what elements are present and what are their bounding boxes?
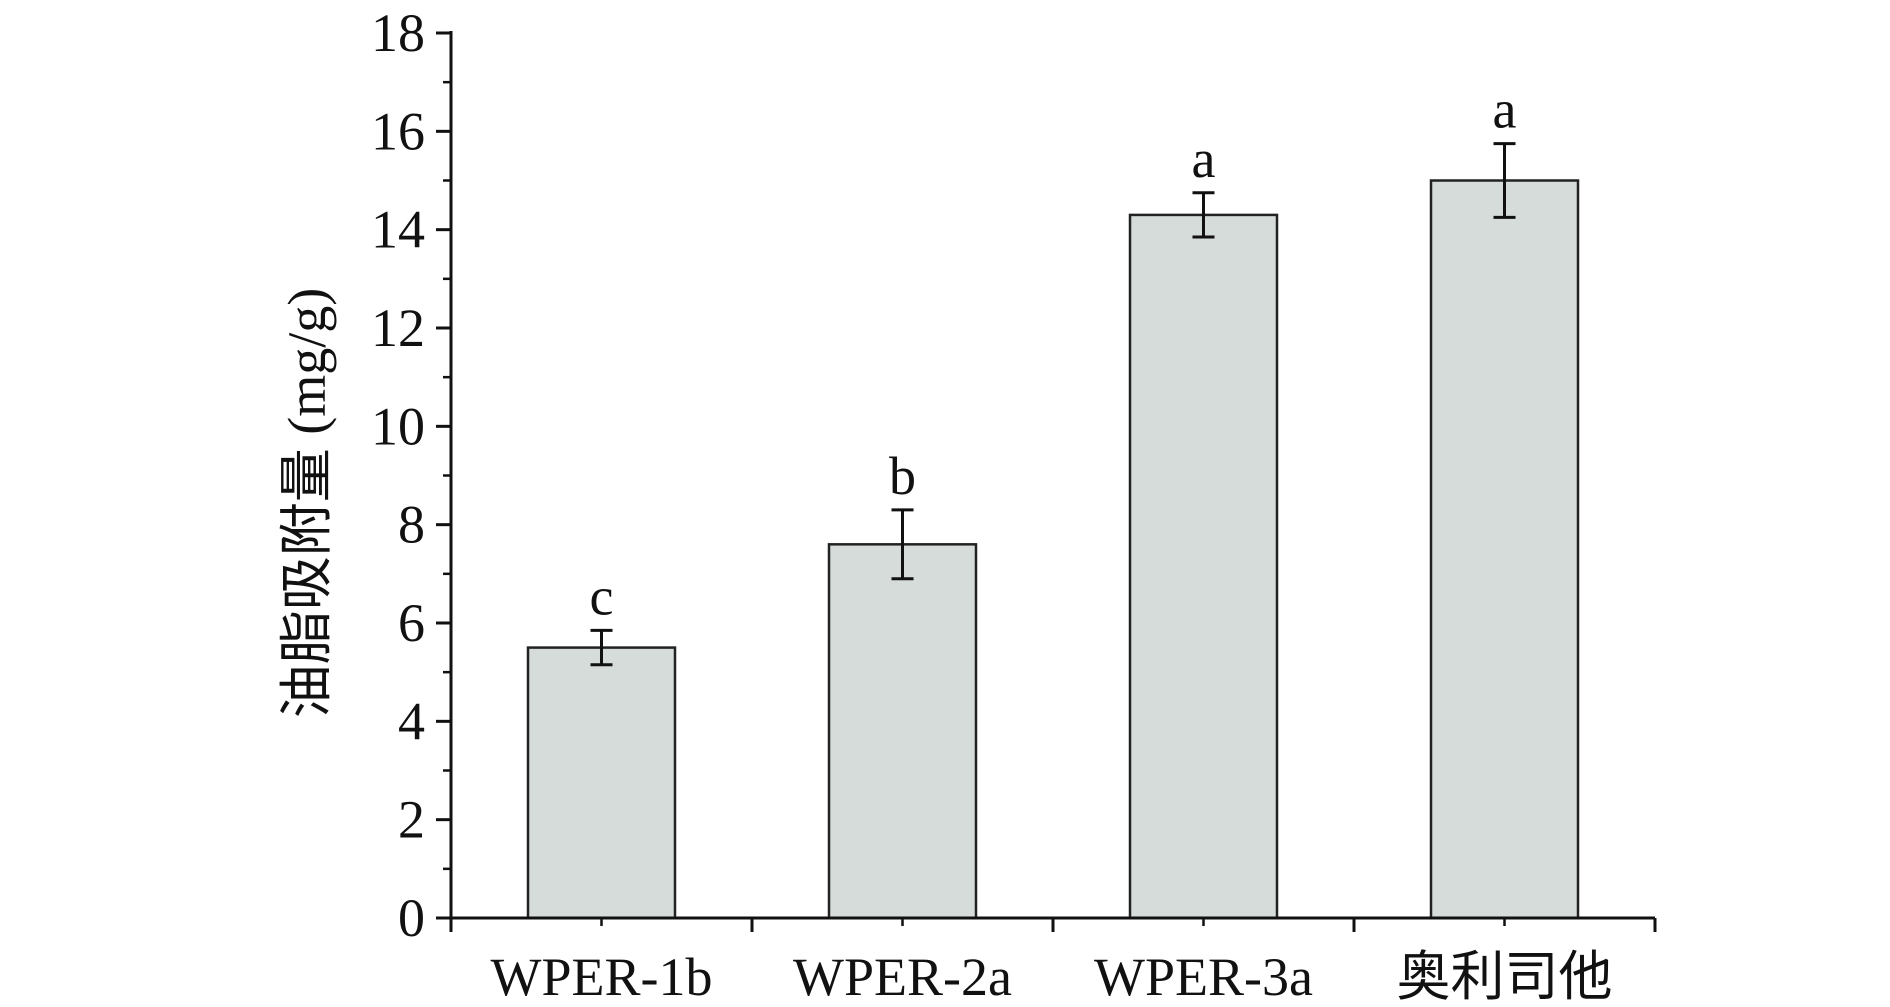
x-tick-label-1: WPER-1b — [491, 947, 713, 1007]
bar-4 — [1429, 179, 1580, 920]
significance-label-4: a — [1493, 80, 1517, 140]
y-tick-label-8: 16 — [371, 101, 425, 161]
error-bar-2 — [891, 508, 914, 581]
y-axis-title: 油脂吸附量 (mg/g) — [277, 288, 337, 718]
significance-label-1: c — [590, 566, 614, 626]
error-bar-1 — [590, 628, 613, 667]
y-tick-label-1: 2 — [398, 790, 425, 850]
x-tick-label-2: WPER-2a — [793, 947, 1012, 1007]
error-bar-4 — [1493, 142, 1516, 219]
y-ticks-layer: 0 2 4 6 8 10 12 14 16 18 — [371, 3, 451, 948]
y-tick-label-5: 10 — [371, 396, 425, 456]
y-tick-label-7: 14 — [371, 200, 425, 260]
significance-label-3: a — [1192, 129, 1216, 189]
significance-label-2: b — [889, 446, 916, 506]
x-tick-label-4: 奥利司他 — [1397, 947, 1613, 1007]
significance-layer: c b a a — [590, 80, 1517, 627]
y-tick-label-6: 12 — [371, 298, 425, 358]
x-tick-label-3: WPER-3a — [1094, 947, 1313, 1007]
y-tick-label-4: 8 — [398, 495, 425, 555]
bars-layer — [526, 179, 1580, 920]
y-tick-label-0: 0 — [398, 888, 425, 948]
x-labels-layer: WPER-1b WPER-2a WPER-3a 奥利司他 — [491, 947, 1613, 1007]
error-bar-3 — [1192, 191, 1215, 239]
y-tick-label-9: 18 — [371, 3, 425, 63]
bar-2 — [827, 543, 978, 920]
y-axis-title-group: 油脂吸附量 (mg/g) — [277, 288, 337, 718]
y-tick-label-3: 6 — [398, 593, 425, 653]
bar-1 — [526, 646, 677, 920]
bar-3 — [1128, 213, 1279, 920]
error-bars-layer — [590, 142, 1516, 667]
y-tick-label-2: 4 — [398, 691, 425, 751]
